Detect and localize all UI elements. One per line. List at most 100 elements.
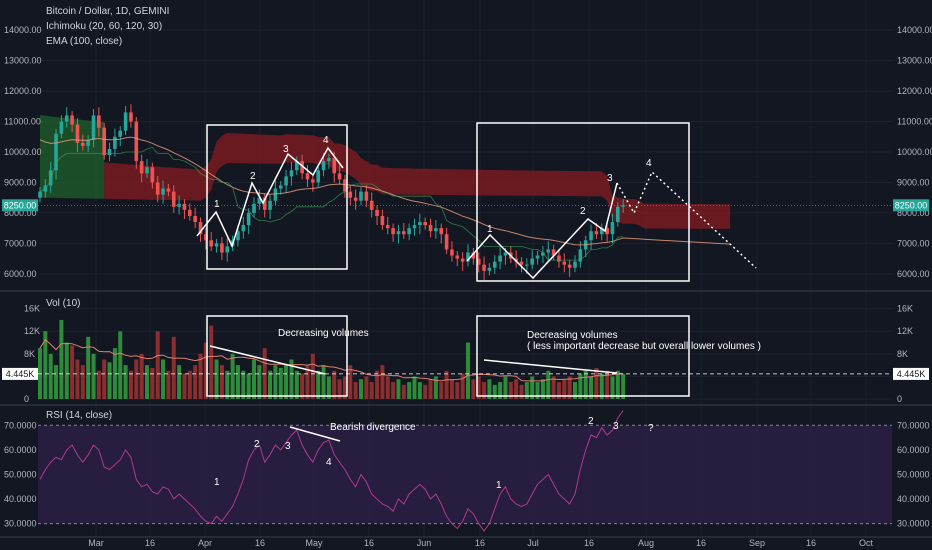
candle-body bbox=[562, 261, 567, 265]
candle-body bbox=[364, 191, 369, 201]
vol-tick-right: 8K bbox=[897, 349, 908, 359]
candle-body bbox=[343, 179, 347, 192]
candle-body bbox=[407, 228, 411, 235]
last-vol-tag-right-text: 4.445K bbox=[897, 369, 926, 379]
volume-bar bbox=[487, 379, 492, 399]
volume-bar bbox=[417, 382, 422, 399]
candle-body bbox=[284, 176, 288, 186]
rsi-label-1: 1 bbox=[214, 477, 220, 488]
candle-body bbox=[236, 231, 240, 241]
x-tick-label: 16 bbox=[475, 538, 485, 548]
wave-path-1 bbox=[196, 146, 344, 249]
candle-body bbox=[81, 142, 85, 146]
candle-body bbox=[535, 255, 540, 259]
volume-bar bbox=[385, 376, 390, 399]
candle-body bbox=[166, 188, 171, 192]
wave-1-label: 1 bbox=[214, 199, 220, 210]
volume-bar bbox=[86, 336, 91, 399]
highlight-box-1 bbox=[206, 124, 348, 270]
volume-bar bbox=[102, 359, 107, 399]
volume-bar bbox=[139, 353, 144, 399]
candle-body bbox=[391, 228, 395, 235]
volume-bar bbox=[498, 382, 503, 399]
candle-body bbox=[503, 252, 508, 256]
volume-bar bbox=[123, 365, 128, 399]
candle-body bbox=[567, 264, 572, 268]
candle-body bbox=[316, 170, 320, 183]
ichimoku-legend[interactable]: Ichimoku (20, 60, 120, 30) bbox=[46, 21, 163, 32]
volume-bar bbox=[455, 382, 460, 399]
rsi-tick-right: 40.0000 bbox=[897, 494, 930, 504]
candle-body bbox=[621, 205, 625, 207]
x-tick-label: Jul bbox=[527, 538, 539, 548]
rsi-label-2: 1 bbox=[496, 480, 502, 491]
candle-body bbox=[257, 197, 262, 204]
volume-bar bbox=[294, 370, 299, 399]
x-tick-label: 16 bbox=[696, 538, 706, 548]
candle-body bbox=[589, 231, 593, 241]
rsi-legend[interactable]: RSI (14, close) bbox=[46, 410, 113, 421]
ema-legend[interactable]: EMA (100, close) bbox=[46, 36, 123, 47]
volume-bar bbox=[289, 359, 294, 399]
candle-body bbox=[161, 188, 165, 195]
volume-bar bbox=[524, 382, 529, 399]
volume-legend[interactable]: Vol (10) bbox=[46, 298, 81, 309]
volume-bar bbox=[214, 359, 219, 399]
vol-tick-left: 16K bbox=[24, 304, 40, 314]
candle-body bbox=[86, 139, 90, 146]
candle-body bbox=[594, 231, 599, 235]
wave-1-label: 3 bbox=[283, 144, 289, 155]
candle-body bbox=[546, 249, 551, 253]
volume-bar bbox=[615, 370, 620, 399]
volume-bar bbox=[96, 370, 101, 399]
x-tick-label: Jun bbox=[417, 538, 432, 548]
price-tick-left: 7000.00 bbox=[4, 238, 37, 248]
candle-body bbox=[91, 115, 96, 140]
x-tick-label: 16 bbox=[364, 538, 374, 548]
candle-body bbox=[418, 222, 422, 226]
volume-bar bbox=[150, 367, 155, 399]
candle-body bbox=[155, 182, 160, 195]
candle-body bbox=[273, 188, 278, 201]
candle-body bbox=[225, 246, 230, 253]
candle-body bbox=[466, 252, 470, 262]
volume-bar bbox=[433, 376, 438, 399]
volume-bar bbox=[54, 365, 59, 399]
candle-body bbox=[573, 261, 577, 268]
candle-body bbox=[605, 228, 609, 235]
volume-bar bbox=[428, 379, 433, 399]
volume-bar bbox=[118, 331, 123, 399]
price-tick-left: 8000.00 bbox=[4, 208, 37, 218]
volume-bar bbox=[305, 365, 310, 399]
volume-bar bbox=[519, 384, 524, 399]
volume-bar bbox=[326, 376, 331, 399]
candle-body bbox=[332, 158, 337, 174]
rsi-line bbox=[39, 410, 624, 532]
volume-bar bbox=[193, 365, 198, 399]
price-tick-right: 12000.00 bbox=[897, 86, 932, 96]
candle-body bbox=[209, 240, 213, 247]
wave-1-label: 2 bbox=[250, 171, 256, 182]
rsi-tick-left: 30.0000 bbox=[4, 519, 37, 529]
volume-bar bbox=[503, 376, 508, 399]
volume-bar bbox=[257, 365, 262, 399]
volume-bar bbox=[278, 367, 283, 399]
candle-body bbox=[321, 161, 326, 171]
candle-body bbox=[54, 133, 58, 171]
volume-bar bbox=[540, 379, 545, 399]
volume-bar bbox=[449, 379, 454, 399]
candle-body bbox=[48, 170, 53, 186]
candle-body bbox=[434, 228, 438, 232]
volume-bar bbox=[43, 331, 48, 399]
price-tick-right: 8000.00 bbox=[897, 208, 930, 218]
volume-bar bbox=[583, 370, 588, 399]
price-tick-left: 13000.00 bbox=[4, 56, 42, 66]
rsi-tick-left: 50.0000 bbox=[4, 469, 37, 479]
volume-bar bbox=[439, 382, 444, 399]
volume-bar bbox=[166, 370, 171, 399]
candle-body bbox=[525, 264, 529, 266]
symbol-title: Bitcoin / Dollar, 1D, GEMINI bbox=[46, 6, 170, 17]
volume-bar bbox=[535, 382, 540, 399]
volume-bar bbox=[241, 370, 246, 399]
